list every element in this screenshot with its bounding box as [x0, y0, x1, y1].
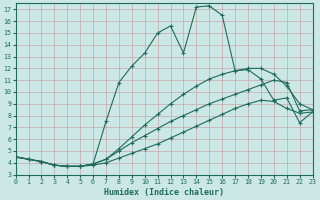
X-axis label: Humidex (Indice chaleur): Humidex (Indice chaleur) — [104, 188, 224, 197]
